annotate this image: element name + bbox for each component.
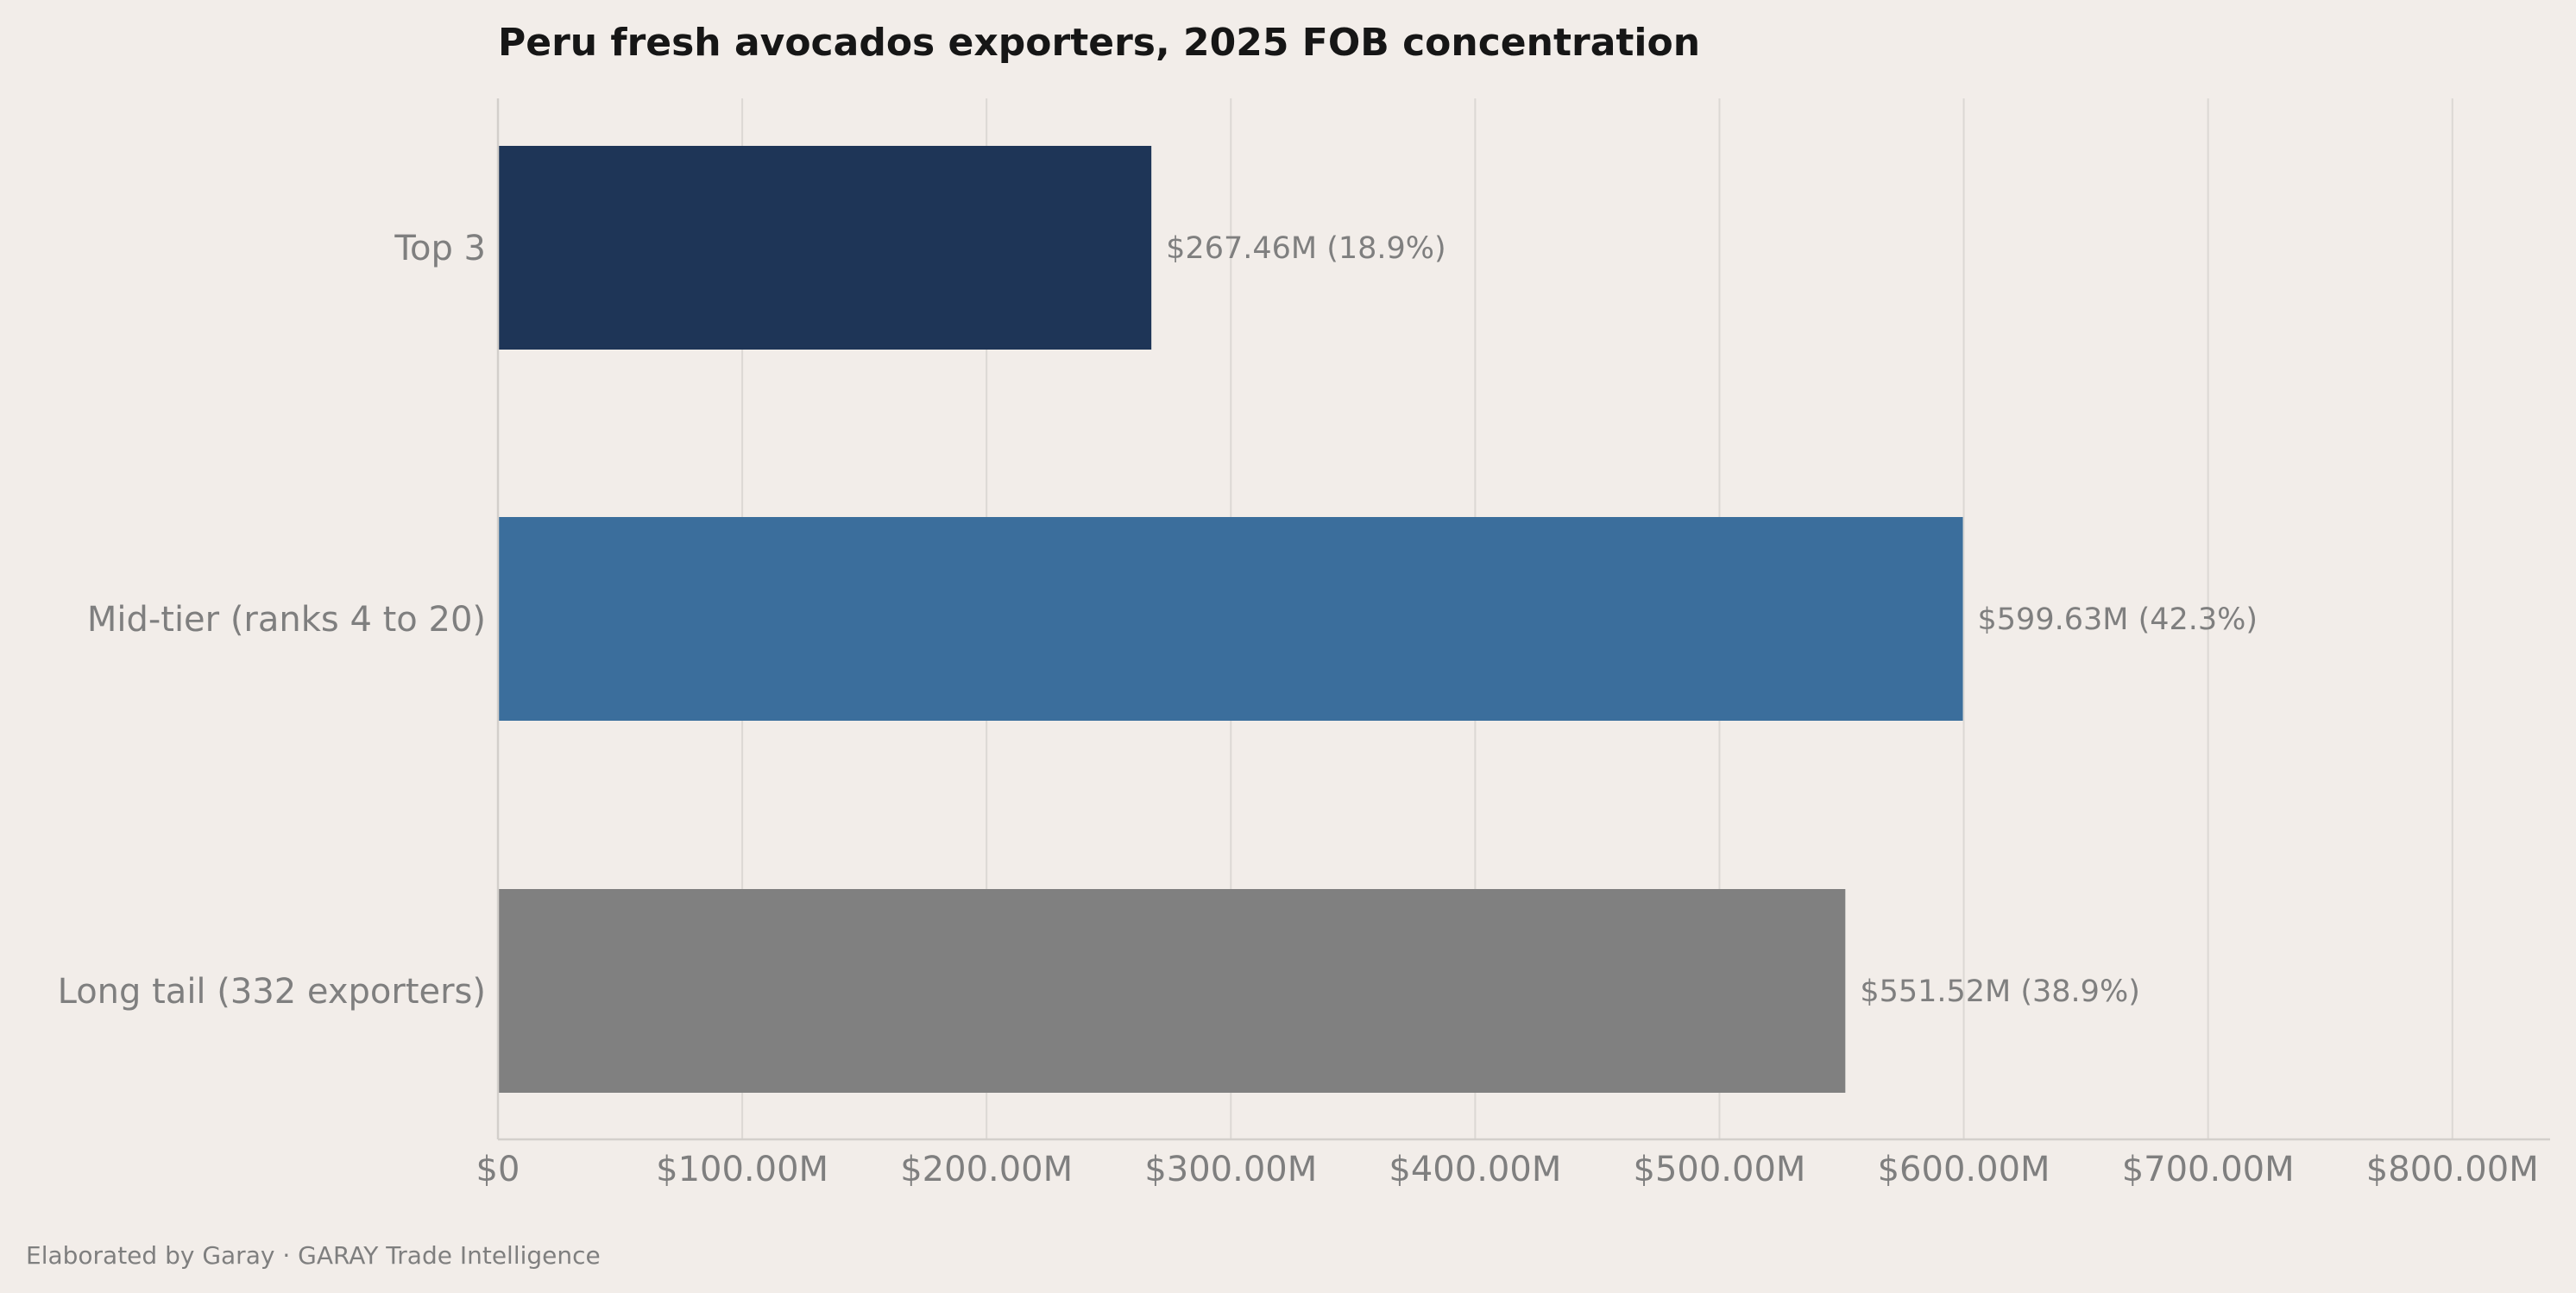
x-tick-label: $300.00M [1144,1150,1317,1189]
chart-title: Peru fresh avocados exporters, 2025 FOB … [498,21,1700,65]
bar [498,517,1963,721]
category-label: Top 3 [394,229,486,268]
category-label: Long tail (332 exporters) [58,972,486,1012]
bar [498,146,1152,350]
x-tick-label: $700.00M [2122,1150,2295,1189]
bars [498,146,1963,1093]
data-label: $267.46M (18.9%) [1166,231,1446,266]
data-label: $551.52M (38.9%) [1860,974,2140,1009]
x-tick-label: $500.00M [1634,1150,1806,1189]
x-tick-label: $600.00M [1878,1150,2050,1189]
x-tick-label: $100.00M [656,1150,828,1189]
x-tick-label: $400.00M [1389,1150,1561,1189]
bar [498,889,1846,1093]
labels: $0 $100.00M $200.00M $300.00M $400.00M $500.0… [58,229,2539,1189]
axes [496,98,2550,1141]
x-tick-label: $0 [476,1150,520,1189]
x-tick-label: $200.00M [900,1150,1073,1189]
category-label: Mid-tier (ranks 4 to 20) [87,600,486,640]
footer-credit: Elaborated by Garay · GARAY Trade Intell… [26,1241,601,1270]
data-label: $599.63M (42.3%) [1978,602,2258,637]
x-tick-label: $800.00M [2366,1150,2539,1189]
